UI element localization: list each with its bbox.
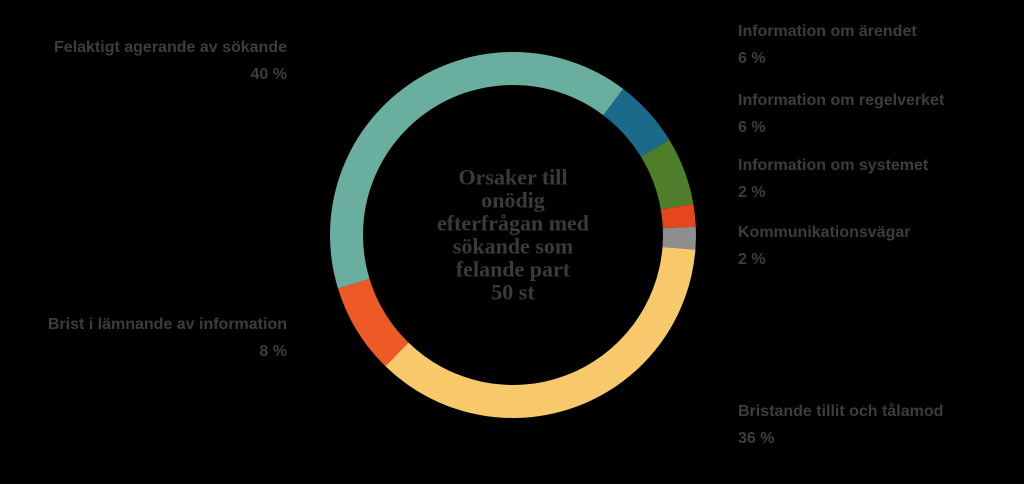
donut-slice (603, 88, 670, 157)
slice-value-label: 6 % (738, 50, 766, 67)
donut-slice (662, 226, 696, 250)
slice-label: Information om ärendet (738, 23, 917, 40)
slice-value-label: 36 % (738, 430, 774, 447)
slice-label: Felaktigt agerande av sökande (54, 39, 287, 56)
slice-label: Information om regelverket (738, 92, 945, 109)
slice-label: Information om systemet (738, 157, 929, 174)
slice-value-label: 40 % (251, 66, 287, 83)
donut-slice (641, 139, 694, 210)
donut-slice (385, 247, 696, 418)
center-title: sökande som (453, 234, 573, 259)
center-title: efterfrågan med (437, 211, 589, 236)
center-title: felande part (456, 257, 571, 282)
slice-value-label: 8 % (259, 343, 287, 360)
donut-slice (337, 278, 409, 367)
center-title: onödig (481, 188, 545, 213)
slice-label: Brist i lämnande av information (48, 316, 287, 333)
donut-slice (660, 203, 696, 229)
center-title: 50 st (491, 280, 535, 305)
center-title: Orsaker till (459, 165, 568, 190)
slice-value-label: 6 % (738, 119, 766, 136)
donut-slice (329, 51, 624, 289)
slice-value-label: 2 % (738, 184, 766, 201)
slice-label: Bristande tillit och tålamod (738, 402, 943, 420)
slice-label: Kommunikationsvägar (738, 224, 910, 241)
slice-value-label: 2 % (738, 251, 766, 268)
